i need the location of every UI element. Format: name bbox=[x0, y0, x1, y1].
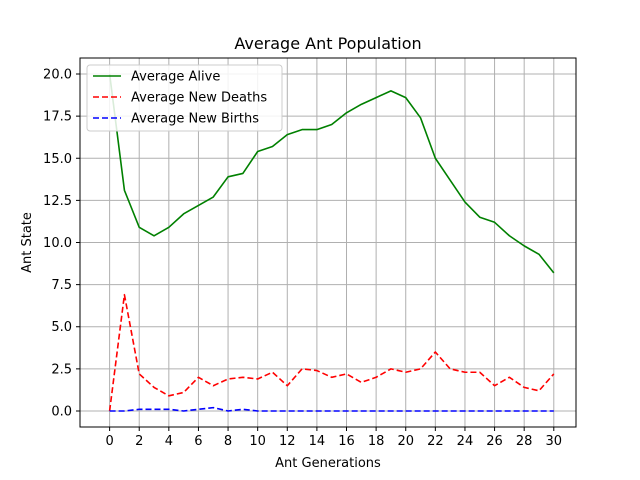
x-tick-label: 12 bbox=[279, 434, 296, 449]
y-tick-label: 10.0 bbox=[43, 236, 72, 251]
legend-label-2: Average New Deaths bbox=[131, 91, 267, 106]
x-tick-label: 2 bbox=[135, 434, 143, 449]
x-tick-label: 16 bbox=[338, 434, 355, 449]
x-tick-label: 30 bbox=[546, 434, 563, 449]
x-tick-label: 20 bbox=[397, 434, 414, 449]
x-tick-label: 18 bbox=[368, 434, 385, 449]
x-tick-label: 6 bbox=[194, 434, 202, 449]
y-tick-label: 20.0 bbox=[43, 68, 72, 83]
chart-title: Average Ant Population bbox=[234, 34, 421, 53]
y-tick-label: 2.5 bbox=[51, 362, 72, 377]
series-lines bbox=[108, 73, 555, 412]
y-tick-label: 12.5 bbox=[43, 194, 72, 209]
y-tick-label: 0.0 bbox=[51, 404, 72, 419]
y-tick-label: 15.0 bbox=[43, 152, 72, 167]
x-tick-label: 10 bbox=[249, 434, 266, 449]
x-tick-label: 14 bbox=[309, 434, 326, 449]
x-axis-title: Ant Generations bbox=[275, 456, 381, 471]
x-tick-label: 26 bbox=[486, 434, 503, 449]
series-line-3 bbox=[109, 406, 554, 412]
y-tick-label: 5.0 bbox=[51, 320, 72, 335]
x-tick-label: 8 bbox=[224, 434, 232, 449]
axis-ticks: 0 2 4 6 8 10 12 14 16 18 20 22 24 26 28 300.02.55.07.51… bbox=[43, 68, 562, 449]
y-tick-label: 17.5 bbox=[43, 110, 72, 125]
y-axis-title: Ant State bbox=[20, 212, 35, 273]
series-line-2 bbox=[108, 293, 555, 412]
x-tick-label: 0 bbox=[105, 434, 113, 449]
x-tick-label: 4 bbox=[165, 434, 173, 449]
y-tick-label: 7.5 bbox=[51, 278, 72, 293]
x-tick-label: 28 bbox=[516, 434, 533, 449]
legend-label-1: Average Alive bbox=[131, 70, 220, 85]
x-tick-label: 22 bbox=[427, 434, 444, 449]
legend: Average Alive Average New Deaths Average N… bbox=[86, 64, 283, 132]
legend-box bbox=[86, 64, 283, 132]
legend-label-3: Average New Births bbox=[131, 112, 259, 127]
x-tick-label: 24 bbox=[457, 434, 474, 449]
series-line-1 bbox=[108, 73, 555, 274]
